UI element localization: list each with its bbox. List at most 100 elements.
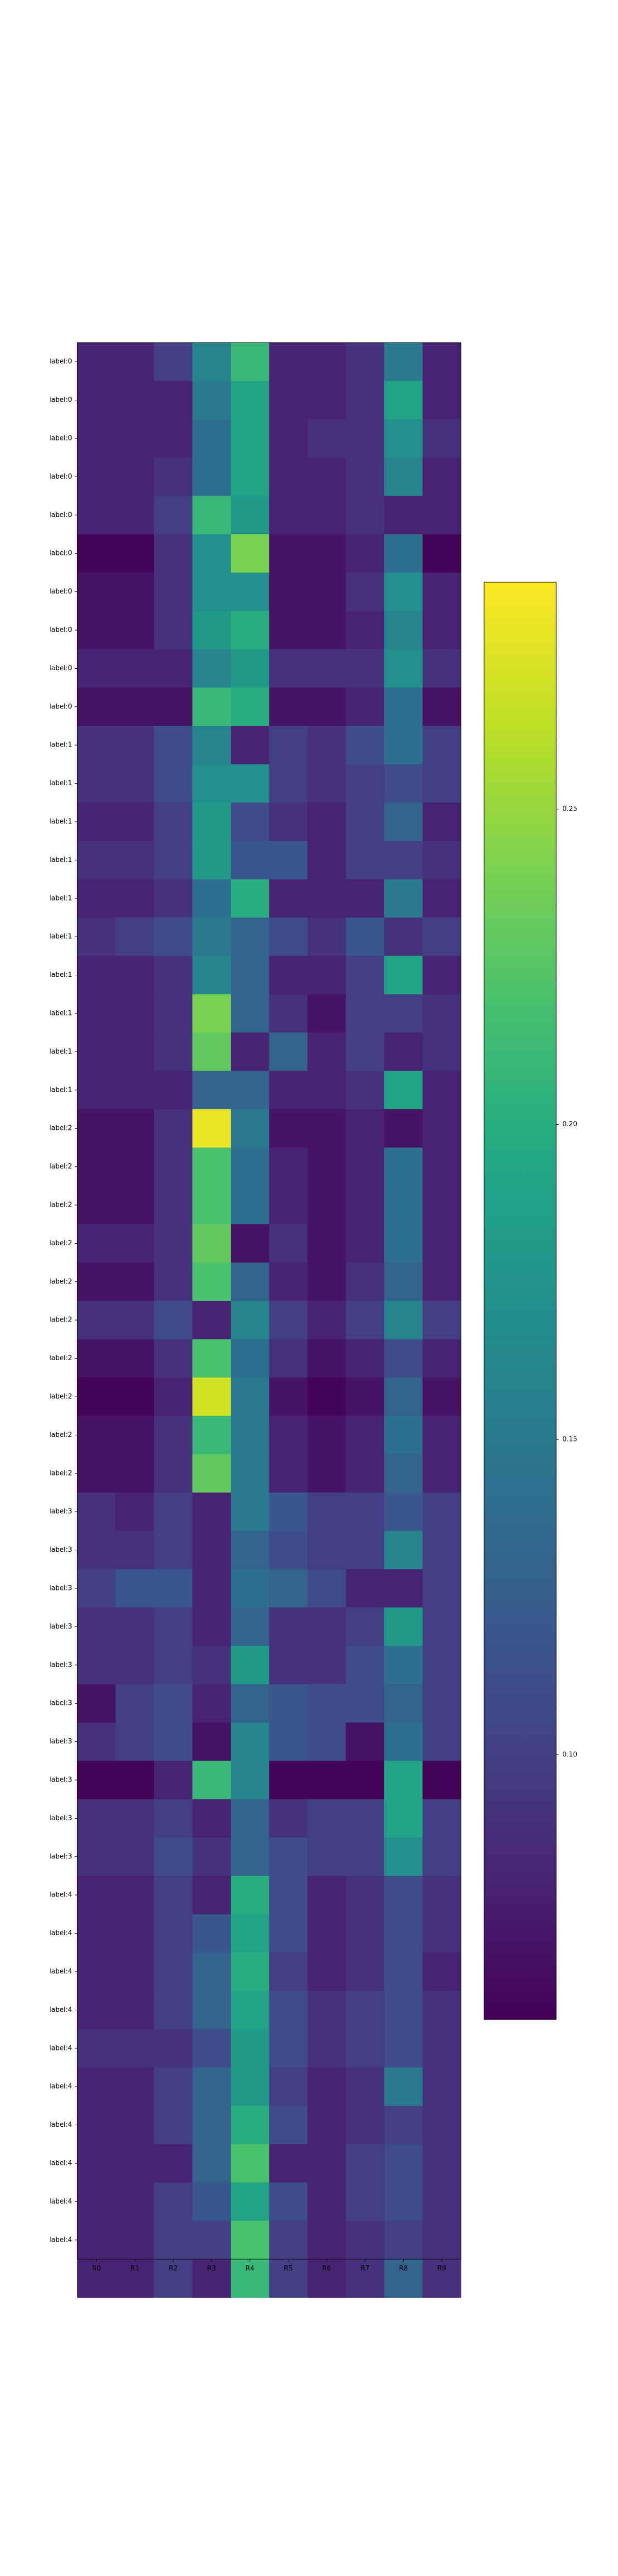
heatmap-cell xyxy=(231,1377,269,1416)
heatmap-cell xyxy=(115,2221,154,2260)
x-tick-label: R2 xyxy=(169,2265,178,2273)
heatmap-cell xyxy=(307,2182,346,2222)
heatmap-cell xyxy=(154,879,193,918)
heatmap-cell xyxy=(307,534,346,573)
heatmap-cell xyxy=(307,1722,346,1761)
heatmap-cell xyxy=(115,1799,154,1838)
heatmap-cell xyxy=(422,687,461,726)
heatmap-cell xyxy=(346,879,385,918)
heatmap-cell xyxy=(422,994,461,1033)
heatmap-cell xyxy=(422,572,461,612)
heatmap-cell xyxy=(346,1147,385,1187)
heatmap-cell xyxy=(422,2144,461,2183)
y-tick-label: label:1 xyxy=(49,779,72,787)
heatmap-cell xyxy=(115,1991,154,2030)
heatmap-cell xyxy=(422,764,461,803)
heatmap-cell xyxy=(231,1032,269,1072)
heatmap-cell xyxy=(307,687,346,726)
heatmap-cell xyxy=(231,1952,269,1991)
heatmap-cell xyxy=(231,1876,269,1914)
heatmap-cell xyxy=(77,1224,116,1263)
heatmap-cell xyxy=(307,1071,346,1110)
heatmap-cell xyxy=(77,611,116,650)
heatmap-cell xyxy=(346,1837,385,1876)
heatmap-cell xyxy=(231,1914,269,1953)
heatmap-cell xyxy=(307,1416,346,1455)
heatmap-cell xyxy=(346,918,385,956)
heatmap-cell xyxy=(422,1147,461,1187)
heatmap-cell xyxy=(154,2182,193,2222)
heatmap-cell xyxy=(269,2067,308,2106)
heatmap-cell xyxy=(154,2221,193,2260)
heatmap-cell xyxy=(192,1799,231,1838)
x-tick-label: R8 xyxy=(399,2265,408,2273)
heatmap-cell xyxy=(115,1339,154,1378)
heatmap-cell xyxy=(384,1416,423,1455)
heatmap-cell xyxy=(192,1952,231,1991)
heatmap-cell xyxy=(346,2221,385,2260)
y-tick-label: label:1 xyxy=(49,1048,72,1056)
heatmap-cell xyxy=(115,2067,154,2106)
heatmap-cell xyxy=(154,1301,193,1340)
heatmap-cell xyxy=(346,496,385,535)
y-tick-label: label:4 xyxy=(49,2083,72,2091)
y-tick-label: label:2 xyxy=(49,1201,72,1209)
heatmap-cell xyxy=(115,1454,154,1493)
heatmap-cell xyxy=(422,2029,461,2068)
heatmap-cell xyxy=(307,764,346,803)
heatmap-cell xyxy=(192,534,231,573)
heatmap-cell xyxy=(384,611,423,650)
heatmap-cell xyxy=(77,1684,116,1723)
heatmap-cell xyxy=(154,534,193,573)
heatmap-cell xyxy=(422,1876,461,1914)
heatmap-cell xyxy=(422,1454,461,1493)
heatmap-cell xyxy=(231,841,269,880)
heatmap-cell xyxy=(77,1185,116,1225)
heatmap-cell xyxy=(307,956,346,995)
heatmap-cell xyxy=(77,1799,116,1838)
heatmap-cell xyxy=(192,1416,231,1455)
heatmap-cell xyxy=(231,1493,269,1531)
heatmap-cell xyxy=(231,1837,269,1876)
heatmap-cell xyxy=(422,419,461,458)
heatmap-cell xyxy=(307,2106,346,2145)
heatmap-cell xyxy=(115,841,154,880)
heatmap-cell xyxy=(269,343,308,381)
heatmap-cell xyxy=(115,1952,154,1991)
heatmap-cell xyxy=(307,1301,346,1340)
heatmap-cell xyxy=(231,764,269,803)
heatmap-cell xyxy=(307,419,346,458)
heatmap-cell xyxy=(269,994,308,1033)
heatmap-cell xyxy=(115,2029,154,2068)
heatmap-cell xyxy=(269,802,308,841)
heatmap-cell xyxy=(346,2029,385,2068)
heatmap-cell xyxy=(346,1646,385,1685)
heatmap-cell xyxy=(269,1339,308,1378)
heatmap-cell xyxy=(269,879,308,918)
heatmap-cell xyxy=(346,1185,385,1225)
heatmap-cell xyxy=(422,841,461,880)
heatmap-cell xyxy=(192,1722,231,1761)
heatmap-cell xyxy=(231,1646,269,1685)
heatmap-cell xyxy=(154,1799,193,1838)
heatmap-cell xyxy=(115,1147,154,1187)
heatmap-cell xyxy=(154,1952,193,1991)
heatmap-cell xyxy=(422,2259,461,2298)
y-tick-label: label:1 xyxy=(49,856,72,864)
heatmap-cell xyxy=(307,841,346,880)
heatmap-cell xyxy=(115,1531,154,1570)
heatmap-cell xyxy=(307,343,346,381)
y-tick-label: label:3 xyxy=(49,1853,72,1860)
heatmap-cell xyxy=(115,343,154,381)
heatmap-cell xyxy=(346,343,385,381)
heatmap-cell xyxy=(154,1837,193,1876)
heatmap-cell xyxy=(231,381,269,420)
heatmap-cell xyxy=(384,343,423,381)
heatmap-cell xyxy=(384,649,423,688)
heatmap-cell xyxy=(422,381,461,420)
heatmap-cell xyxy=(154,1377,193,1416)
heatmap-cells xyxy=(77,343,461,2298)
heatmap-cell xyxy=(422,1760,461,1800)
heatmap-cell xyxy=(346,1109,385,1148)
heatmap-cell xyxy=(231,802,269,841)
